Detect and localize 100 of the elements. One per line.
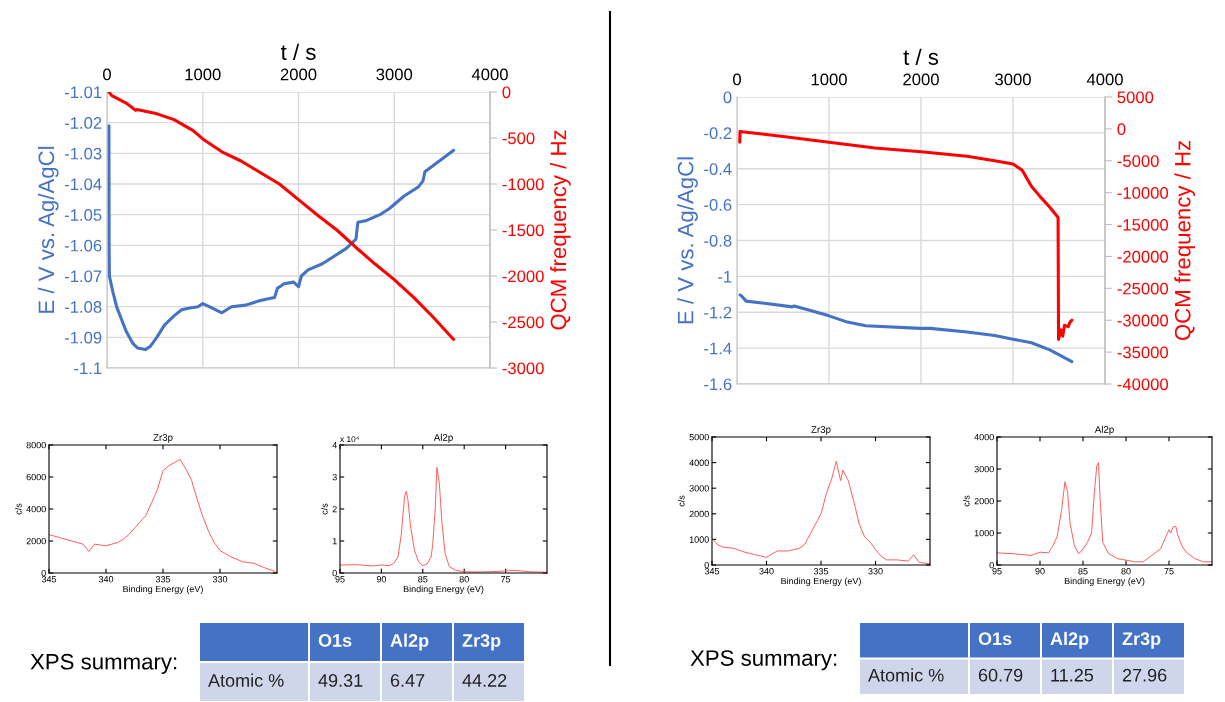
y-tick-label: 1000 — [689, 536, 709, 543]
y-tick-label: -1.04 — [64, 178, 102, 191]
x-tick-label: 345 — [704, 568, 720, 575]
y-axis-title: E / V vs. Ag/AgCl — [37, 146, 59, 313]
y-tick-label: 0 — [989, 561, 994, 569]
y-tick-label: 3000 — [689, 485, 709, 492]
text: 27.96 — [1122, 668, 1167, 682]
x-tick-label: 330 — [868, 568, 883, 575]
text: 44.22 — [462, 674, 507, 687]
y2-tick-label: -1500 — [502, 224, 544, 237]
y-tick-label: 4000 — [26, 505, 46, 513]
x-tick-label: 85 — [418, 576, 428, 583]
y-tick-label: -1.05 — [64, 209, 102, 221]
y-tick-label: 4000 — [689, 459, 709, 466]
y-axis-title: c/s — [962, 495, 970, 507]
y2-tick-label: -500 — [502, 132, 535, 145]
text: x 10⁴ — [340, 436, 359, 443]
y-tick-label: -0.2 — [704, 127, 732, 140]
category-label: Al2p — [390, 633, 429, 651]
y-tick-label: -1.06 — [64, 239, 102, 252]
category-label: Zr3p — [1122, 632, 1161, 649]
y-tick-label: 8000 — [26, 441, 46, 449]
y2-tick-label: -15000 — [1117, 218, 1169, 231]
y-axis-title: E / V vs. Ag/AgCl — [677, 157, 698, 324]
y-tick-label: 2000 — [689, 510, 709, 518]
y2-tick-label: -20000 — [1117, 250, 1169, 263]
x-tick-label: 85 — [1078, 568, 1088, 575]
text: 11.25 — [1051, 668, 1094, 682]
y-tick-label: 3 — [332, 473, 337, 481]
category-label: Al2p — [1050, 631, 1089, 649]
y-axis-title: c/s — [321, 503, 328, 515]
x-tick-label: 340 — [98, 576, 114, 583]
y-tick-label: -1 — [718, 270, 732, 283]
y-tick-label: 2000 — [26, 537, 46, 545]
y-tick-label: 1 — [332, 538, 337, 545]
y2-tick-label: -1000 — [502, 178, 544, 191]
x-axis-title: Binding Energy (eV) — [123, 585, 203, 594]
y2-tick-label: 0 — [502, 86, 511, 99]
x-tick-label: 2000 — [903, 73, 939, 86]
y-tick-label: 6000 — [26, 473, 46, 481]
y-tick-label: -1.03 — [64, 147, 102, 160]
y-tick-label: -1.1 — [74, 362, 102, 375]
x-axis-title: Binding Energy (eV) — [781, 577, 861, 586]
x-tick-label: 3000 — [376, 68, 413, 81]
y-tick-label: -1.2 — [704, 306, 732, 319]
y-tick-label: 2 — [332, 505, 337, 513]
x-tick-label: 90 — [1035, 568, 1045, 575]
x-tick-label: 1000 — [185, 68, 221, 81]
y-tick-label: 4 — [332, 442, 337, 449]
y-tick-label: 0 — [723, 91, 732, 104]
x-tick-label: 0 — [103, 68, 111, 81]
text: XPS summary: — [30, 653, 177, 674]
y2-tick-label: 0 — [1117, 123, 1126, 136]
x-tick-label: 4000 — [471, 68, 508, 81]
y-tick-label: -0.6 — [704, 199, 732, 211]
category-label: Atomic % — [868, 668, 944, 682]
y-tick-label: -0.8 — [704, 234, 732, 247]
category-label: Atomic % — [208, 673, 284, 687]
text: 6.47 — [390, 674, 425, 687]
text: XPS summary: — [690, 650, 837, 671]
y-tick-label: 1000 — [974, 529, 994, 537]
y-tick-label: -1.01 — [64, 86, 102, 99]
y2-tick-label: -30000 — [1117, 314, 1169, 327]
x-axis-title: t / s — [903, 48, 939, 66]
y-axis-title: c/s — [677, 495, 685, 507]
y-tick-label: 2000 — [974, 497, 994, 505]
x-tick-label: 0 — [733, 73, 741, 86]
x-tick-label: 345 — [41, 576, 57, 583]
y-tick-label: 5000 — [689, 433, 709, 441]
x-tick-label: 95 — [335, 576, 345, 583]
y-tick-label: -1.4 — [704, 342, 732, 355]
y2-tick-label: -35000 — [1117, 346, 1169, 359]
y-tick-label: -0.4 — [704, 163, 732, 175]
category-label: O1s — [978, 632, 1012, 646]
x-tick-label: 75 — [1164, 568, 1174, 575]
line-series — [107, 92, 456, 342]
line-series — [107, 124, 456, 352]
y2-tick-label: -40000 — [1117, 378, 1169, 391]
y2-tick-label: -5000 — [1117, 155, 1159, 167]
y-tick-label: 4000 — [974, 433, 994, 441]
chart-title: Zr3p — [811, 426, 831, 435]
y2-tick-label: -25000 — [1117, 282, 1169, 295]
y-tick-label: -1.07 — [64, 270, 102, 283]
chart-title: Zr3p — [153, 434, 173, 443]
x-tick-label: 335 — [155, 576, 171, 583]
category-label: Zr3p — [462, 634, 501, 651]
x-tick-label: 2000 — [280, 68, 317, 81]
x-tick-label: 340 — [759, 568, 774, 575]
x-tick-label: 90 — [376, 576, 387, 583]
text: 60.79 — [978, 668, 1023, 682]
y-tick-label: -1.09 — [64, 331, 102, 344]
x-tick-label: 335 — [813, 568, 829, 575]
y-tick-label: -1.08 — [64, 301, 102, 313]
y2-tick-label: -2500 — [502, 316, 544, 329]
line-series — [738, 129, 1074, 341]
x-axis-title: Binding Energy (eV) — [403, 585, 484, 594]
y2-axis-title: QCM frequency / Hz — [1174, 140, 1195, 341]
line-series — [738, 293, 1074, 364]
y2-axis-title: QCM frequency / Hz — [549, 130, 571, 330]
y2-tick-label: 5000 — [1117, 91, 1154, 104]
